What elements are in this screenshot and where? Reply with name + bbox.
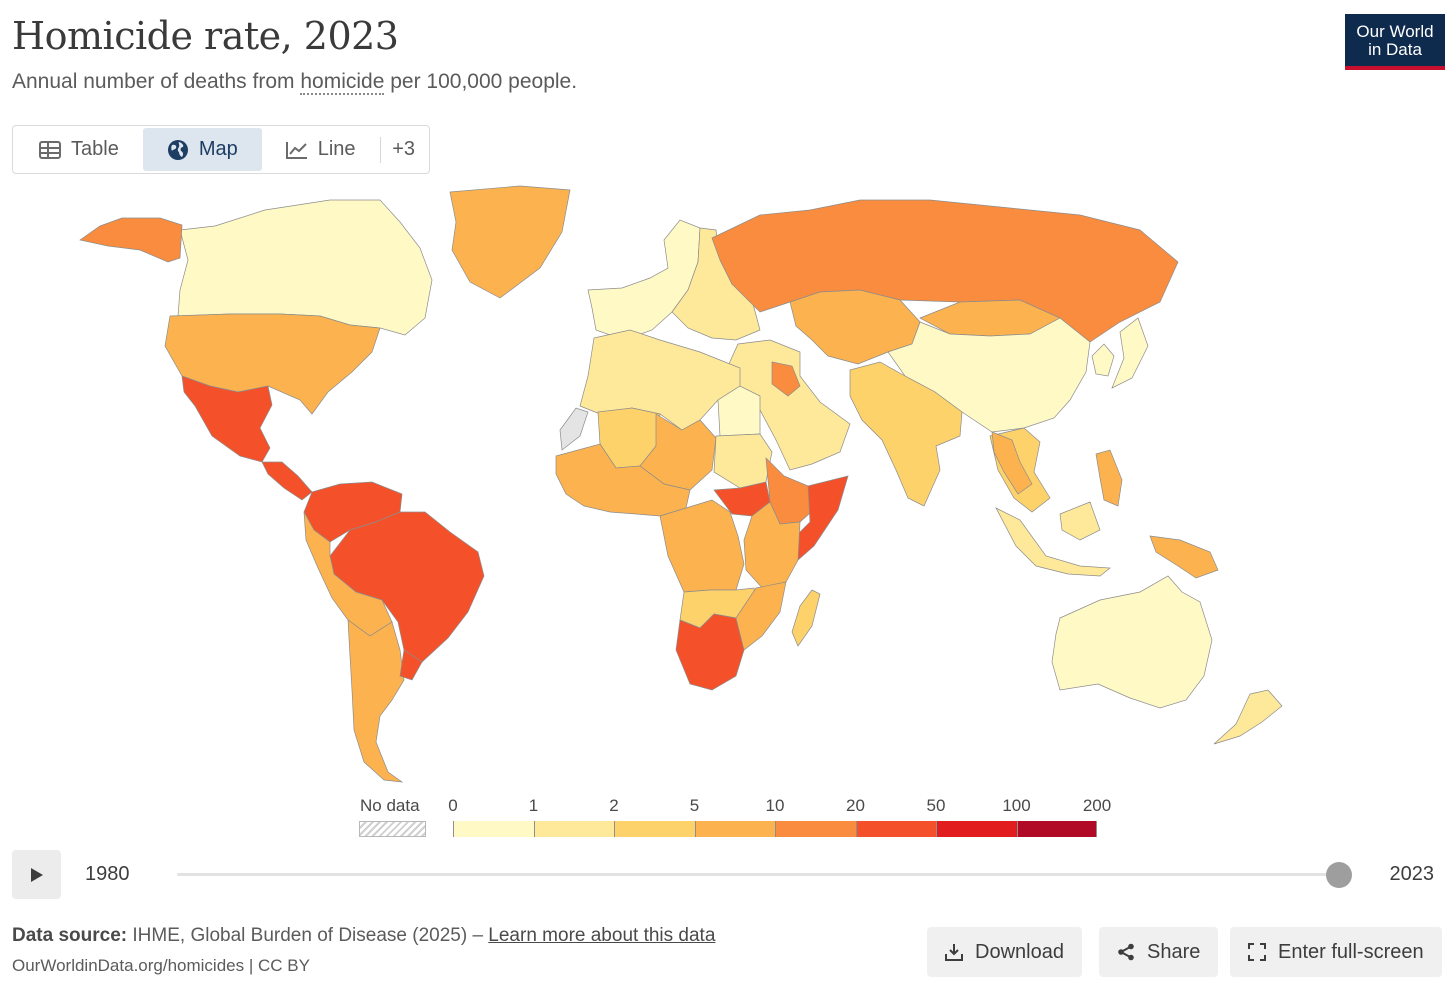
legend-color-bin[interactable] [855,821,936,837]
globe-icon [167,139,188,160]
share-icon [1118,943,1134,961]
region-egypt[interactable]: Egypt [717,385,761,437]
region-uruguay[interactable]: Uruguay [399,649,423,681]
learn-more-link[interactable]: Learn more about this data [488,925,716,946]
legend-tick-label: 1 [528,796,539,815]
timeline: 1980 2023 [12,850,1444,900]
page-title: Homicide rate, 2023 [12,14,399,58]
region-central-africa[interactable]: Central Africa [659,499,745,593]
legend-ticks: 0 1 2 5 10 20 50 100 200 [448,796,1111,816]
table-icon [39,140,61,159]
no-data-label: No data [360,796,420,815]
region-philippines[interactable]: Philippines [1095,449,1123,507]
legend-tick-label: 200 [1082,796,1112,815]
page-subtitle: Annual number of deaths from homicide pe… [12,70,578,95]
region-india-south-asia[interactable]: India & South Asia [849,361,963,507]
region-mexico[interactable]: Mexico [181,375,273,463]
region-madagascar[interactable]: Madagascar [791,589,821,647]
region-japan-koreas[interactable]: Japan & Koreas [1091,317,1149,389]
legend-color-bin[interactable] [453,821,534,837]
region-australia[interactable]: Australia [1051,575,1213,709]
line-chart-icon [285,141,307,159]
legend-tick-label: 0 [448,796,458,815]
share-button[interactable]: Share [1099,927,1219,977]
legend-tick-label: 100 [1002,796,1031,815]
legend-color-bin[interactable] [694,821,775,837]
fullscreen-button[interactable]: Enter full-screen [1230,927,1442,977]
legend-color-bin[interactable] [936,821,1017,837]
region-central-america[interactable]: Central America [261,461,313,501]
download-button[interactable]: Download [927,927,1082,977]
legend-tick-label: 5 [689,796,700,815]
world-map: CanadaUnited StatesMexicoCentral America… [79,185,1283,783]
no-data-swatch[interactable] [359,821,426,837]
timeline-end-year: 2023 [1389,863,1435,885]
region-namibia-south-africa[interactable]: Namibia & South Africa [675,613,745,691]
play-button[interactable] [12,850,61,899]
legend-color-bin[interactable] [614,821,695,837]
region-alaska[interactable]: Alaska [79,217,183,263]
legend-color-bin[interactable] [533,821,614,837]
region-peru-bolivia[interactable]: Peru & Bolivia [303,511,393,637]
legend-tick-label: 50 [926,796,946,815]
tab-line[interactable]: Line [262,128,380,171]
owid-logo[interactable]: Our World in Data [1345,14,1445,70]
map-regions: CanadaUnited StatesMexicoCentral America… [79,185,1283,783]
region-sahel[interactable]: Sahel [639,413,717,491]
tab-divider [379,136,381,163]
data-source: Data source: IHME, Global Burden of Dise… [12,925,716,946]
region-papua-new-guinea[interactable]: Papua New Guinea [1149,535,1219,579]
legend-color-bin[interactable] [775,821,856,837]
region-sudan[interactable]: Sudan [713,433,773,489]
region-east-africa[interactable]: East Africa [743,501,801,591]
timeline-track[interactable] [177,873,1339,876]
region-myanmar-thailand[interactable]: Myanmar & Thailand [991,431,1033,495]
region-new-zealand[interactable]: New Zealand [1213,689,1283,745]
region-somalia[interactable]: Somalia [791,475,849,561]
region-argentina-chile[interactable]: Argentina & Chile [347,619,405,783]
region-greenland[interactable]: Greenland [449,185,571,299]
legend-tick-label: 10 [765,796,785,815]
legend-tick-label: 20 [846,796,865,815]
fullscreen-icon [1248,943,1266,961]
play-icon [30,867,43,882]
tab-more[interactable]: +3 [392,138,415,160]
region-iraq[interactable]: Iraq [771,361,801,397]
region-indonesia[interactable]: Indonesia [995,501,1111,577]
timeline-handle[interactable] [1326,862,1352,888]
tab-table[interactable]: Table [15,128,143,171]
legend-scale [453,821,1097,837]
download-icon [945,944,963,961]
region-mozambique[interactable]: Mozambique [735,581,787,651]
region-western-sahara[interactable]: Western Sahara [559,407,589,451]
legend-color-bin[interactable] [1016,821,1097,837]
chart-type-tabs: Table Map Line +3 [12,125,430,174]
tab-map[interactable]: Map [142,128,262,171]
legend-tick-label: 2 [609,796,619,815]
chart-url: OurWorldinData.org/homicides | CC BY [12,956,310,975]
timeline-start-year: 1980 [85,863,130,885]
homicide-term-link[interactable]: homicide [300,70,385,95]
